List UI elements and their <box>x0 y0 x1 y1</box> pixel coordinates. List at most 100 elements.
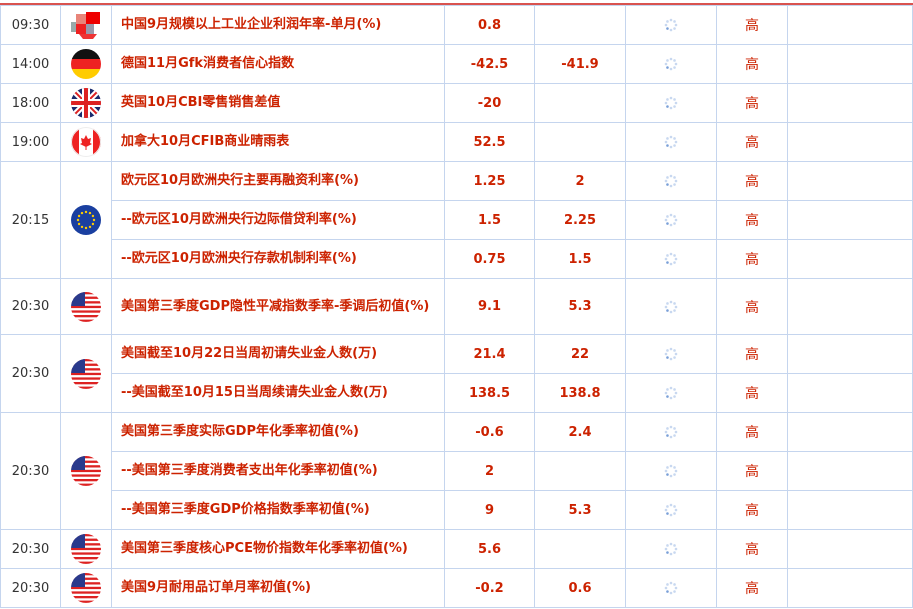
forecast-value: 1.5 <box>534 239 626 279</box>
table-row: 19:00 加拿大10月CFIB商业晴雨表 52.5 高 <box>0 122 913 162</box>
empty-cell <box>787 568 913 608</box>
previous-value: 1.5 <box>444 200 535 240</box>
importance-level: 高 <box>716 334 788 374</box>
forecast-value <box>534 5 626 45</box>
germany-flag-icon <box>60 44 112 84</box>
previous-value: 1.25 <box>444 161 535 201</box>
empty-cell <box>787 373 913 413</box>
us-flag-icon <box>60 334 112 413</box>
previous-value: 52.5 <box>444 122 535 162</box>
event-time: 09:30 <box>0 5 61 45</box>
previous-value: 21.4 <box>444 334 535 374</box>
empty-cell <box>787 278 913 335</box>
importance-level: 高 <box>716 5 788 45</box>
importance-level: 高 <box>716 83 788 123</box>
forecast-value <box>534 83 626 123</box>
loading-spinner-icon <box>625 490 717 530</box>
forecast-value: 5.3 <box>534 278 626 335</box>
previous-value: -42.5 <box>444 44 535 84</box>
loading-spinner-icon <box>625 568 717 608</box>
forecast-value: 5.3 <box>534 490 626 530</box>
table-row: 09:30 中国9月规模以上工业企业利润年率-单月(%) 0.8 高 <box>0 5 913 45</box>
event-time: 20:30 <box>0 529 61 569</box>
event-time: 20:30 <box>0 334 61 413</box>
importance-level: 高 <box>716 373 788 413</box>
event-name[interactable]: 美国截至10月22日当周初请失业金人数(万) <box>111 334 445 374</box>
empty-cell <box>787 239 913 279</box>
table-row: --欧元区10月欧洲央行边际借贷利率(%) 1.5 2.25 高 <box>1 200 913 240</box>
loading-spinner-icon <box>625 5 717 45</box>
empty-cell <box>787 5 913 45</box>
event-name[interactable]: 加拿大10月CFIB商业晴雨表 <box>111 122 445 162</box>
canada-flag-icon <box>60 122 112 162</box>
event-name[interactable]: --美国第三季度GDP价格指数季率初值(%) <box>111 490 445 530</box>
us-flag-icon <box>60 412 112 530</box>
table-row: --美国第三季度GDP价格指数季率初值(%) 9 5.3 高 <box>1 490 913 530</box>
table-row: --美国截至10月15日当周续请失业金人数(万) 138.5 138.8 高 <box>1 373 913 413</box>
previous-value: -0.6 <box>444 412 535 452</box>
event-name[interactable]: 中国9月规模以上工业企业利润年率-单月(%) <box>111 5 445 45</box>
event-name[interactable]: 英国10月CBI零售销售差值 <box>111 83 445 123</box>
importance-level: 高 <box>716 200 788 240</box>
forecast-value <box>534 529 626 569</box>
table-row: 20:15 欧元区10月欧洲央行主要再融资利率(%) 1.25 2 高 <box>0 161 913 279</box>
importance-level: 高 <box>716 44 788 84</box>
us-flag-icon <box>60 529 112 569</box>
event-time: 20:15 <box>0 161 61 279</box>
event-name[interactable]: 美国9月耐用品订单月率初值(%) <box>111 568 445 608</box>
previous-value: 2 <box>444 451 535 491</box>
event-name[interactable]: 美国第三季度GDP隐性平减指数季率-季调后初值(%) <box>111 278 445 335</box>
loading-spinner-icon <box>625 161 717 201</box>
forecast-value: 2.25 <box>534 200 626 240</box>
event-name[interactable]: 欧元区10月欧洲央行主要再融资利率(%) <box>111 161 445 201</box>
table-row: --欧元区10月欧洲央行存款机制利率(%) 0.75 1.5 高 <box>1 239 913 279</box>
eu-flag-icon <box>60 161 112 279</box>
empty-cell <box>787 83 913 123</box>
importance-level: 高 <box>716 412 788 452</box>
table-row: 20:30 美国9月耐用品订单月率初值(%) -0.2 0.6 高 <box>0 568 913 608</box>
event-name[interactable]: --美国第三季度消费者支出年化季率初值(%) <box>111 451 445 491</box>
empty-cell <box>787 529 913 569</box>
uk-flag-icon <box>60 83 112 123</box>
loading-spinner-icon <box>625 529 717 569</box>
event-name[interactable]: 美国第三季度核心PCE物价指数年化季率初值(%) <box>111 529 445 569</box>
event-name[interactable]: --欧元区10月欧洲央行存款机制利率(%) <box>111 239 445 279</box>
previous-value: 0.75 <box>444 239 535 279</box>
importance-level: 高 <box>716 122 788 162</box>
event-name[interactable]: 美国第三季度实际GDP年化季率初值(%) <box>111 412 445 452</box>
empty-cell <box>787 200 913 240</box>
loading-spinner-icon <box>625 278 717 335</box>
loading-spinner-icon <box>625 373 717 413</box>
table-row: --美国第三季度消费者支出年化季率初值(%) 2 高 <box>1 451 913 491</box>
event-time: 20:30 <box>0 278 61 335</box>
event-name[interactable]: --欧元区10月欧洲央行边际借贷利率(%) <box>111 200 445 240</box>
event-name[interactable]: --美国截至10月15日当周续请失业金人数(万) <box>111 373 445 413</box>
forecast-value: 138.8 <box>534 373 626 413</box>
empty-cell <box>787 334 913 374</box>
empty-cell <box>787 451 913 491</box>
importance-level: 高 <box>716 278 788 335</box>
importance-level: 高 <box>716 529 788 569</box>
event-name[interactable]: 德国11月Gfk消费者信心指数 <box>111 44 445 84</box>
loading-spinner-icon <box>625 83 717 123</box>
table-row: 20:30 美国第三季度GDP隐性平减指数季率-季调后初值(%) 9.1 5.3 高 <box>0 278 913 335</box>
empty-cell <box>787 161 913 201</box>
previous-value: -20 <box>444 83 535 123</box>
table-row: 20:30 美国截至10月22日当周初请失业金人数(万) 21.4 22 高 <box>0 334 913 413</box>
loading-spinner-icon <box>625 44 717 84</box>
table-row: 20:30 美国第三季度实际GDP年化季率初值(%) -0.6 2.4 高 <box>0 412 913 530</box>
economic-calendar-table: 09:30 中国9月规模以上工业企业利润年率-单月(%) 0.8 高 14:00 德国11… <box>0 5 913 608</box>
previous-value: 0.8 <box>444 5 535 45</box>
event-time: 20:30 <box>0 412 61 530</box>
forecast-value: 2.4 <box>534 412 626 452</box>
loading-spinner-icon <box>625 334 717 374</box>
importance-level: 高 <box>716 490 788 530</box>
previous-value: 9 <box>444 490 535 530</box>
china-flag-icon <box>60 5 112 45</box>
forecast-value: 0.6 <box>534 568 626 608</box>
empty-cell <box>787 122 913 162</box>
event-time: 20:30 <box>0 568 61 608</box>
empty-cell <box>787 412 913 452</box>
us-flag-icon <box>60 568 112 608</box>
loading-spinner-icon <box>625 451 717 491</box>
